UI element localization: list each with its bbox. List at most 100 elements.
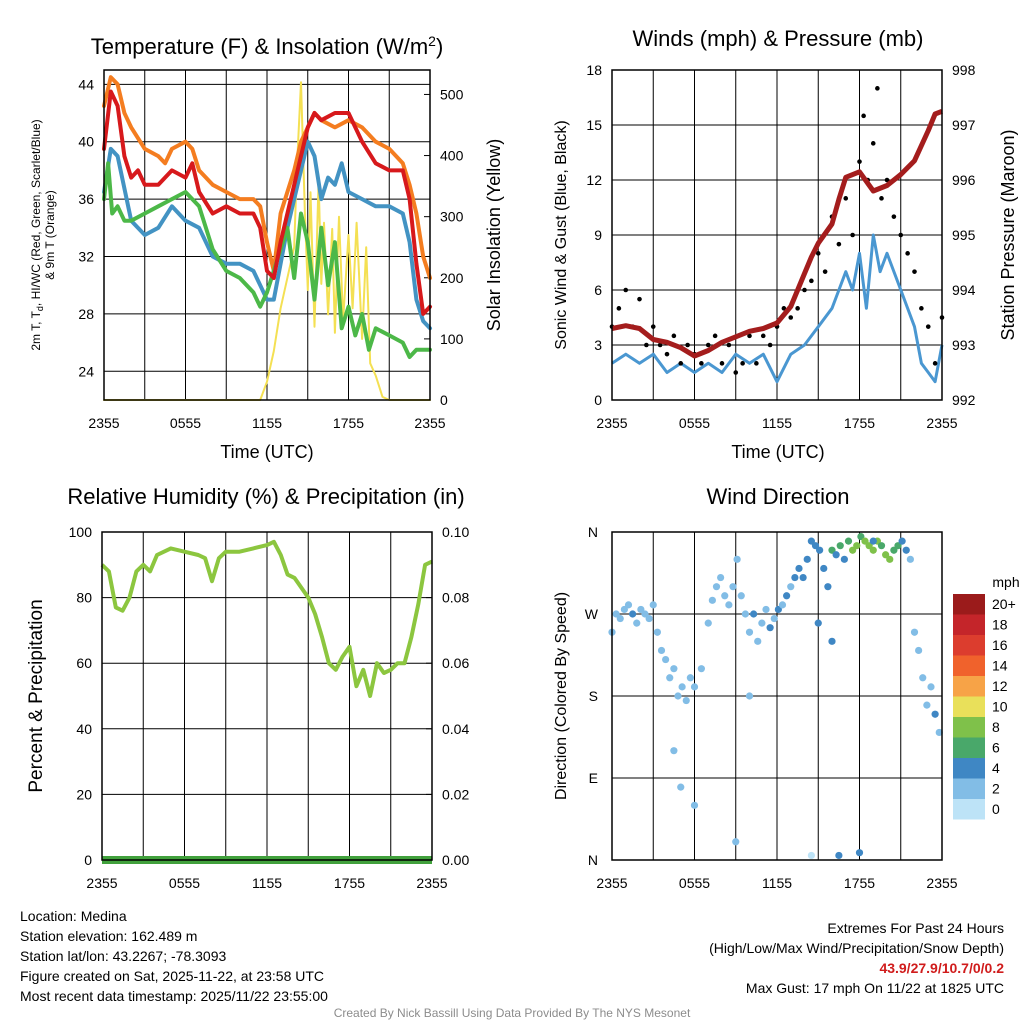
direction-point [877,542,886,550]
winds-ytick-label: 15 [586,117,602,133]
temperature-xtick-label: 2355 [414,415,445,431]
direction-title: Wind Direction [706,484,849,509]
direction-point [733,555,741,563]
temperature-frame [103,69,431,401]
station-location: Location: Medina [20,908,127,924]
series-9m-t-line [102,75,432,280]
direction-point [803,555,811,563]
direction-point [616,614,624,623]
temperature-ylabel: 2m T, Td, HI/WC (Red, Green, Scarlet/Blu… [29,119,45,350]
direction-ytick-label: E [589,770,598,786]
solar-ytick-right-label: 500 [440,86,464,102]
winds-xtick-label: 1155 [762,415,792,431]
gust-point [925,324,931,329]
precip-ytick-right-label: 0.04 [442,721,469,737]
direction-point [770,614,778,623]
direction-xtick-label: 1155 [762,875,792,891]
direction-point [624,601,633,609]
gust-point [898,232,904,238]
speed-legend-swatch [953,614,985,635]
gust-point [712,333,718,339]
gust-point [919,306,924,311]
pressure-ytick-right-label: 997 [952,117,976,133]
series-2m-t-line [102,89,432,316]
gust-point [884,177,890,183]
gust-point [912,269,917,274]
temperature-xlabel: Time (UTC) [220,442,313,462]
pressure-ytick-right-label: 993 [952,337,976,353]
direction-point [787,583,795,591]
gust-point [843,196,849,201]
direction-point [836,542,844,550]
direction-point [869,537,877,545]
direction-point [902,546,910,554]
max-gust: Max Gust: 17 mph On 11/22 at 1825 UTC [745,980,1004,996]
humidity-ytick-label: 40 [76,721,92,737]
gust-point [891,214,897,219]
direction-point [690,801,699,809]
direction-point [886,555,894,563]
direction-point [657,646,666,655]
direction-point [853,542,861,550]
speed-legend-swatch [953,778,985,799]
direction-point [674,692,682,700]
direction-point [690,683,699,691]
gust-point [754,361,759,366]
direction-point [828,546,836,554]
gust-point [781,306,787,311]
direction-point [820,564,828,573]
direction-point [795,564,803,573]
pressure-ytick-right-label: 998 [952,62,976,78]
direction-point [828,637,836,645]
speed-legend-swatch [953,717,985,738]
direction-point [816,546,824,554]
gust-point [657,342,663,348]
direction-ytick-label: N [588,852,598,868]
direction-point [857,532,865,541]
gust-point [822,269,828,274]
direction-point [869,546,877,554]
winds-xtick-label: 2355 [926,415,957,431]
gust-point [875,86,880,91]
solar-ytick-right-label: 0 [440,392,448,408]
winds-frame [611,69,943,401]
humidity-xtick-label: 2355 [86,875,117,891]
direction-point [931,710,939,718]
speed-legend-label: 2 [992,781,1000,797]
winds-ylabel: Sonic Wind & Gust (Blue, Black) [553,120,570,349]
series-solar-insolation-line [103,81,431,401]
series-station-pressure-line [611,108,943,359]
extremes-subtitle: (High/Low/Max Wind/Precipitation/Snow De… [709,940,1004,956]
humidity-xtick-label: 1755 [334,875,365,891]
direction-point [677,783,685,791]
direction-point [704,619,712,627]
direction-point [915,646,923,655]
direction-point [686,674,694,682]
speed-legend-label: 16 [992,637,1008,653]
direction-point [721,592,729,600]
speed-legend-swatch [953,655,985,676]
direction-point [732,838,740,846]
direction-point [835,851,843,860]
direction-ytick-label: W [585,606,599,622]
direction-point [807,537,815,545]
temperature-ytick-label: 40 [78,134,94,150]
temperature-ytick-label: 28 [78,306,94,322]
direction-point [754,637,762,645]
winds-ytick-label: 9 [594,227,602,243]
direction-point [649,601,657,609]
direction-frame [611,531,943,861]
direction-point [923,701,931,709]
direction-xtick-label: 0555 [679,875,710,891]
speed-legend-swatch [953,676,985,697]
speed-legend-label: 6 [992,740,1000,756]
speed-legend-label: 10 [992,699,1008,715]
pressure-ytick-right-label: 995 [952,227,976,243]
humidity-xtick-label: 1155 [252,875,282,891]
temperature-ytick-label: 32 [78,249,94,265]
direction-point [641,610,649,618]
direction-point [712,583,721,591]
direction-point [758,619,766,627]
solar-ytick-right-label: 300 [440,209,464,225]
direction-point [633,619,641,627]
